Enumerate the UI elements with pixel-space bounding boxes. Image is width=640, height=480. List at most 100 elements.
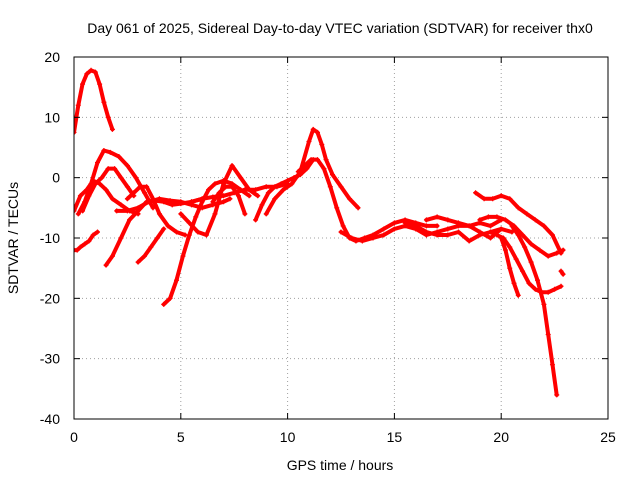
data-point bbox=[502, 247, 508, 253]
series-line bbox=[473, 190, 563, 256]
data-point bbox=[206, 187, 212, 193]
series-line bbox=[264, 127, 361, 216]
data-point bbox=[434, 232, 440, 238]
data-point bbox=[80, 208, 86, 214]
data-point bbox=[509, 223, 515, 229]
series-arc-18 bbox=[402, 220, 515, 244]
data-point bbox=[255, 193, 261, 199]
data-point bbox=[161, 226, 167, 232]
data-point bbox=[423, 223, 429, 229]
series-arc-19 bbox=[423, 214, 504, 241]
data-point bbox=[141, 253, 147, 259]
data-point bbox=[455, 220, 461, 226]
data-point bbox=[434, 214, 440, 220]
data-point bbox=[238, 175, 244, 181]
series-line bbox=[210, 184, 247, 216]
data-point bbox=[80, 81, 86, 87]
series-arc-4 bbox=[75, 148, 156, 217]
series-line bbox=[339, 217, 504, 243]
data-point bbox=[242, 187, 248, 193]
data-point bbox=[502, 217, 508, 223]
data-point bbox=[413, 223, 419, 229]
data-point bbox=[327, 184, 333, 190]
data-point bbox=[455, 229, 461, 235]
data-point bbox=[549, 232, 555, 238]
data-point bbox=[511, 280, 517, 286]
data-point bbox=[507, 244, 513, 250]
data-point bbox=[359, 238, 365, 244]
data-point bbox=[381, 232, 387, 238]
data-point bbox=[109, 126, 115, 132]
y-axis-label: SDTVAR / TECUs bbox=[5, 182, 21, 294]
data-point bbox=[560, 247, 566, 253]
data-point bbox=[520, 232, 526, 238]
data-point bbox=[355, 205, 361, 211]
data-point bbox=[498, 193, 504, 199]
data-point bbox=[92, 69, 98, 75]
data-series bbox=[74, 67, 566, 398]
data-point bbox=[174, 277, 180, 283]
data-point bbox=[402, 220, 408, 226]
data-point bbox=[528, 259, 534, 265]
data-point bbox=[174, 229, 180, 235]
x-axis-label: GPS time / hours bbox=[287, 457, 394, 473]
data-point bbox=[473, 190, 479, 196]
data-point bbox=[532, 217, 538, 223]
data-point bbox=[423, 217, 429, 223]
data-point bbox=[116, 154, 122, 160]
data-point bbox=[94, 229, 100, 235]
data-point bbox=[186, 220, 192, 226]
x-tick-label: 25 bbox=[600, 429, 616, 445]
data-point bbox=[315, 129, 321, 135]
data-point bbox=[154, 235, 160, 241]
data-point bbox=[127, 217, 133, 223]
data-point bbox=[278, 181, 284, 187]
data-point bbox=[391, 220, 397, 226]
data-point bbox=[306, 138, 312, 144]
data-point bbox=[481, 196, 487, 202]
data-point bbox=[445, 226, 451, 232]
data-point bbox=[88, 181, 94, 187]
data-point bbox=[178, 199, 184, 205]
data-point bbox=[535, 277, 541, 283]
data-point bbox=[541, 223, 547, 229]
data-point bbox=[445, 232, 451, 238]
data-point bbox=[221, 181, 227, 187]
data-point bbox=[146, 199, 152, 205]
data-point bbox=[280, 187, 286, 193]
data-point bbox=[541, 301, 547, 307]
data-point bbox=[74, 129, 77, 135]
data-point bbox=[105, 166, 111, 172]
chart-title: Day 061 of 2025, Sidereal Day-to-day VTE… bbox=[87, 20, 593, 36]
y-tick-label: -30 bbox=[40, 351, 60, 367]
data-point bbox=[82, 241, 88, 247]
data-point bbox=[532, 286, 538, 292]
series-line bbox=[74, 68, 115, 135]
data-point bbox=[494, 232, 500, 238]
data-point bbox=[133, 175, 139, 181]
data-point bbox=[124, 163, 130, 169]
data-point bbox=[308, 157, 314, 163]
data-point bbox=[135, 205, 141, 211]
series-arc-1 bbox=[74, 67, 115, 135]
data-point bbox=[210, 199, 216, 205]
data-point bbox=[99, 175, 105, 181]
data-point bbox=[545, 332, 551, 338]
data-point bbox=[148, 244, 154, 250]
data-point bbox=[112, 166, 118, 172]
data-point bbox=[485, 214, 491, 220]
data-point bbox=[545, 289, 551, 295]
data-point bbox=[223, 184, 229, 190]
data-point bbox=[338, 184, 344, 190]
data-point bbox=[370, 235, 376, 241]
data-point bbox=[212, 181, 218, 187]
data-point bbox=[161, 301, 167, 307]
data-point bbox=[528, 241, 534, 247]
data-point bbox=[295, 169, 301, 175]
data-point bbox=[242, 211, 248, 217]
data-point bbox=[304, 166, 310, 172]
data-point bbox=[263, 211, 269, 217]
data-point bbox=[445, 217, 451, 223]
data-point bbox=[515, 232, 521, 238]
